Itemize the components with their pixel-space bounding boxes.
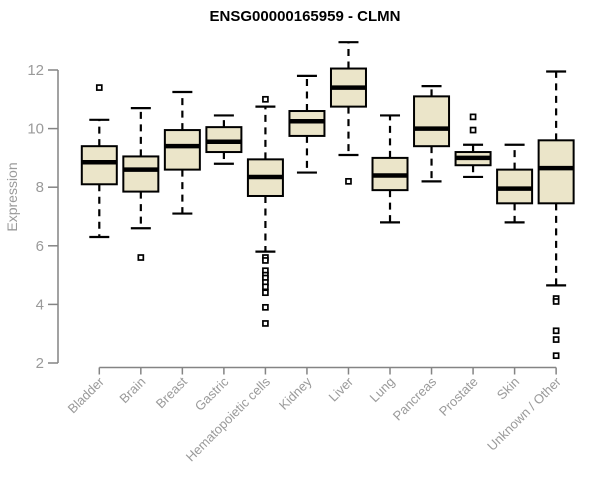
x-category-label: Unknown / Other (484, 374, 564, 454)
y-tick-label: 12 (27, 62, 44, 79)
y-axis-label: Expression (4, 162, 20, 231)
outlier-hematopoietic-cells (262, 257, 269, 264)
outlier-hematopoietic-cells (262, 303, 269, 311)
outlier-unknown-other (552, 336, 560, 343)
x-category-label: Pancreas (390, 374, 440, 424)
y-tick-label: 10 (27, 121, 44, 138)
x-category-label: Skin (494, 374, 522, 402)
box-pancreas (413, 95, 451, 148)
x-category-label: Prostate (436, 374, 481, 419)
outlier-brain (137, 254, 145, 261)
x-category-label: Brain (116, 374, 148, 406)
outlier-bladder (95, 84, 103, 91)
outlier-hematopoietic-cells (262, 320, 269, 327)
y-tick-label: 6 (36, 238, 44, 255)
outlier-liver (345, 177, 352, 185)
outlier-prostate (469, 113, 477, 121)
outlier-unknown-other (552, 298, 560, 305)
y-tick-label: 2 (36, 355, 44, 372)
y-tick-label: 8 (36, 179, 44, 196)
outlier-hematopoietic-cells (262, 95, 269, 103)
box-bladder (80, 145, 118, 186)
box-brain (122, 155, 160, 193)
outlier-prostate (469, 126, 477, 134)
x-category-label: Bladder (65, 374, 108, 417)
x-category-label: Breast (153, 374, 190, 411)
outlier-unknown-other (552, 327, 560, 335)
x-category-label: Lung (367, 374, 398, 405)
outlier-hematopoietic-cells (262, 283, 269, 291)
outlier-hematopoietic-cells (262, 289, 269, 297)
x-category-label: Kidney (276, 374, 315, 413)
y-tick-label: 4 (36, 296, 44, 313)
x-category-label: Liver (326, 374, 357, 405)
outlier-unknown-other (552, 352, 560, 360)
box-breast (163, 129, 201, 171)
chart-title: ENSG00000165959 - CLMN (210, 8, 401, 25)
x-category-label: Gastric (192, 374, 232, 414)
box-unknown-other (537, 139, 575, 205)
